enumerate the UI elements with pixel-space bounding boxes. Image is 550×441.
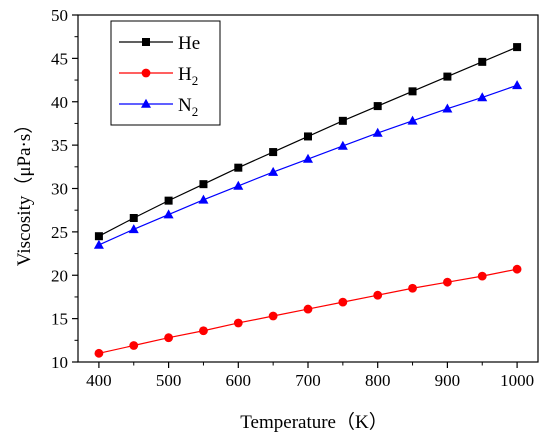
legend-label: He: [178, 33, 200, 54]
y-tick-label: 35: [51, 136, 68, 155]
x-tick-label: 1000: [500, 371, 534, 390]
x-tick-label: 400: [86, 371, 112, 390]
data-point: [338, 297, 348, 307]
data-point: [94, 348, 104, 358]
data-point: [304, 132, 312, 141]
data-point: [163, 209, 174, 219]
legend-marker: [142, 38, 150, 46]
legend-entry: N2: [119, 95, 198, 119]
data-point: [408, 283, 417, 293]
plot-area: [93, 43, 523, 358]
data-point: [408, 87, 417, 96]
data-point: [373, 290, 383, 300]
data-point: [478, 57, 487, 66]
data-point: [128, 224, 139, 234]
x-tick-label: 600: [226, 371, 252, 390]
data-point: [93, 239, 104, 249]
data-point: [513, 43, 522, 52]
data-point: [129, 213, 138, 222]
x-tick-label: 800: [365, 371, 391, 390]
x-tick-label: 900: [435, 371, 461, 390]
data-point: [164, 333, 174, 343]
y-tick-label: 30: [51, 180, 68, 199]
data-point: [198, 194, 209, 204]
y-tick-label: 15: [51, 310, 68, 329]
y-tick-label: 25: [51, 223, 68, 242]
x-axis-title: Temperature（K）: [240, 411, 387, 433]
data-point: [477, 271, 487, 281]
y-tick-label: 45: [51, 49, 68, 68]
data-point: [512, 264, 522, 274]
data-point: [337, 140, 348, 150]
series-n2: [93, 80, 523, 249]
data-point: [338, 116, 347, 125]
legend-marker: [141, 98, 151, 108]
data-point: [512, 80, 523, 90]
series-h2: [94, 264, 522, 358]
legend: He H2 N2: [110, 20, 221, 126]
y-tick-label: 50: [51, 6, 68, 25]
data-point: [269, 148, 278, 157]
y-tick-label: 10: [51, 353, 68, 372]
data-point: [234, 163, 243, 172]
data-point: [164, 196, 173, 205]
data-point: [303, 304, 313, 314]
axes: 400 500 600 700 800 900 1000 10 15 20 25 30 35 40 45 50: [51, 6, 539, 390]
data-point: [373, 102, 382, 111]
data-point: [442, 277, 452, 287]
series-he: [94, 43, 522, 241]
data-point: [199, 326, 208, 336]
legend-entry: H2: [119, 64, 198, 88]
y-tick-label: 20: [51, 266, 68, 285]
y-tick-label: 40: [51, 93, 68, 112]
data-point: [303, 153, 313, 163]
legend-marker: [141, 68, 151, 78]
data-point: [443, 72, 452, 81]
legend-entry: He: [119, 33, 200, 54]
x-tick-label: 500: [156, 371, 182, 390]
legend-label: H2: [178, 64, 198, 88]
y-axis-title: Viscosity（μPa·s）: [13, 115, 35, 267]
data-point: [372, 127, 383, 137]
data-point: [268, 311, 278, 321]
data-point: [442, 103, 453, 113]
data-point: [268, 166, 279, 176]
legend-label: N2: [178, 95, 198, 119]
data-point: [407, 115, 418, 125]
data-point: [94, 232, 103, 241]
data-point: [233, 318, 243, 328]
data-point: [129, 341, 139, 350]
data-point: [477, 92, 488, 102]
x-tick-label: 700: [295, 371, 321, 390]
data-point: [233, 180, 244, 190]
data-point: [199, 180, 208, 189]
